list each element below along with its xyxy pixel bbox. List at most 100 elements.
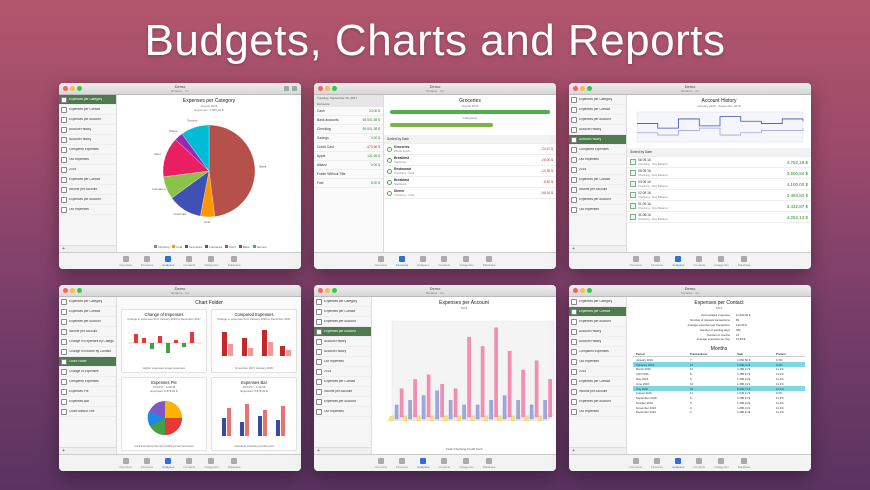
tab-categories[interactable]: Categories bbox=[459, 255, 474, 267]
zoom-button[interactable] bbox=[77, 288, 82, 293]
bar-checking-nov[interactable] bbox=[529, 404, 534, 420]
card-expenses-bar[interactable]: Expenses Bar 10/14/17 - 1/12/18 Expenses… bbox=[211, 377, 297, 451]
month-row[interactable]: May 2016 9 1.286,11 $ 11,1% bbox=[633, 377, 805, 382]
sidebar-item-income-per-account[interactable]: Income per Account bbox=[59, 185, 116, 195]
sidebar-item-2015[interactable]: 2015 bbox=[569, 367, 626, 377]
bar-credit-card-jun[interactable] bbox=[467, 336, 471, 418]
sidebar-item-expenses-bar[interactable]: Expenses Bar bbox=[59, 397, 116, 407]
tab-contacts[interactable]: Contacts bbox=[693, 255, 705, 267]
sidebar-item-account-history[interactable]: Account History bbox=[314, 347, 371, 357]
card-change-of-expenses[interactable]: Change of Expenses Change in expenses fr… bbox=[121, 309, 207, 373]
bar-cash-aug[interactable] bbox=[484, 416, 488, 422]
sidebar-item-change-of-expenses[interactable]: Change of Expenses bbox=[59, 367, 116, 377]
sidebar-item-2015[interactable]: 2015 bbox=[314, 367, 371, 377]
tab-categories[interactable]: Categories bbox=[204, 457, 219, 469]
tab-finances[interactable]: Finances bbox=[396, 457, 408, 469]
tab-overview[interactable]: Overview bbox=[629, 255, 642, 267]
tab-contacts[interactable]: Contacts bbox=[183, 255, 195, 267]
sidebar-item-income-per-account[interactable]: Income per Account bbox=[314, 387, 371, 397]
bar-checking-jan[interactable] bbox=[394, 404, 399, 420]
minimize-button[interactable] bbox=[70, 86, 75, 91]
sidebar-item-expenses-per-contact[interactable]: Expenses per Contact bbox=[59, 307, 116, 317]
close-button[interactable] bbox=[573, 288, 578, 293]
bar-cash-dec[interactable] bbox=[538, 416, 542, 422]
month-row[interactable]: April 2016 8 1.286,11 $ 11,1% bbox=[633, 372, 805, 377]
tab-analyses[interactable]: Analyses bbox=[672, 457, 684, 469]
bar-cash-jun[interactable] bbox=[457, 416, 461, 422]
sidebar-item-our-expenses[interactable]: Our expenses bbox=[569, 407, 626, 417]
minimize-button[interactable] bbox=[70, 288, 75, 293]
sidebar-item-account-history[interactable]: Account History bbox=[569, 337, 626, 347]
sidebar-item-our-expenses[interactable]: Our expenses bbox=[314, 357, 371, 367]
tab-finances[interactable]: Finances bbox=[141, 457, 153, 469]
account-row[interactable]: Folder Without Title bbox=[314, 170, 383, 179]
sidebar-item-account-history[interactable]: Account History bbox=[569, 125, 626, 135]
sidebar-item-account-history[interactable]: Account History bbox=[59, 125, 116, 135]
column-header[interactable]: Sum bbox=[734, 351, 773, 358]
zoom-button[interactable] bbox=[332, 288, 337, 293]
sidebar-item-expenses-per-contact[interactable]: Expenses per Contact bbox=[59, 175, 116, 185]
month-row[interactable]: October 2016 6 1.286,11 $ 11,1% bbox=[633, 401, 805, 406]
tab-database[interactable]: Database bbox=[738, 255, 751, 267]
status-circle-icon[interactable] bbox=[387, 168, 392, 174]
history-row[interactable]: 03.09.16 Checking - Day Balance 4.100,00 $ bbox=[627, 179, 811, 190]
column-header[interactable]: Portion bbox=[773, 351, 805, 358]
sidebar-item-income-per-account[interactable]: Income per Account bbox=[569, 387, 626, 397]
sidebar-item-expenses-per-account[interactable]: Expenses per Account bbox=[569, 115, 626, 125]
minimize-button[interactable] bbox=[325, 86, 330, 91]
bar-cash-apr[interactable] bbox=[430, 416, 434, 422]
tab-database[interactable]: Database bbox=[228, 255, 241, 267]
month-row[interactable]: June 2016 10 1.286,11 $ 11,1% bbox=[633, 381, 805, 386]
sidebar-item-income-per-account[interactable]: Income per Account bbox=[59, 327, 116, 337]
sidebar-item-account-history[interactable]: Account History bbox=[59, 135, 116, 145]
status-circle-icon[interactable] bbox=[387, 146, 392, 152]
sidebar-item-account-history[interactable]: Account History bbox=[569, 327, 626, 337]
tab-database[interactable]: Database bbox=[228, 457, 241, 469]
bar-checking-jun[interactable] bbox=[462, 404, 466, 420]
close-button[interactable] bbox=[63, 288, 68, 293]
tab-finances[interactable]: Finances bbox=[651, 255, 663, 267]
bar-checking-apr[interactable] bbox=[435, 390, 439, 420]
sidebar-item-compared-expenses[interactable]: Compared Expenses bbox=[59, 145, 116, 155]
sidebar-item-expenses-per-account[interactable]: Expenses per Account bbox=[314, 317, 371, 327]
bar-checking-may[interactable] bbox=[448, 400, 453, 420]
account-row[interactable]: Bank accounts 69,501,98 $ bbox=[314, 116, 383, 125]
sort-header[interactable]: Sorted by Date bbox=[384, 135, 556, 144]
history-row[interactable]: 05.09.16 Checking - Day Balance 3.500,84 $ bbox=[627, 168, 811, 179]
sidebar-item-expenses-per-contact[interactable]: Expenses per Contact bbox=[314, 307, 371, 317]
sidebar-item-expenses-per-category[interactable]: Expenses per Category bbox=[314, 297, 371, 307]
bar-credit-card-feb[interactable] bbox=[413, 379, 417, 418]
bar-credit-card-jul[interactable] bbox=[480, 346, 485, 418]
tab-finances[interactable]: Finances bbox=[651, 457, 663, 469]
add-icon[interactable]: + bbox=[572, 246, 575, 252]
pie-slice-service[interactable] bbox=[181, 124, 210, 172]
sync-icon[interactable] bbox=[284, 86, 289, 91]
sidebar-item-expenses-per-contact[interactable]: Expenses per Contact bbox=[569, 377, 626, 387]
tab-database[interactable]: Database bbox=[738, 457, 751, 469]
column-header[interactable]: Transactions bbox=[687, 351, 735, 358]
month-row[interactable]: March 2016 10 1.286,11 $ 11,1% bbox=[633, 367, 805, 372]
sidebar-item-2015[interactable]: 2015 bbox=[59, 165, 116, 175]
sidebar-item-expenses-per-category[interactable]: Expenses per Category bbox=[569, 95, 626, 105]
sidebar-item-expenses-per-contact[interactable]: Expenses per Contact bbox=[569, 307, 626, 317]
sidebar-item-expenses-per-account[interactable]: Expenses per Account bbox=[569, 317, 626, 327]
bar-checking-jul[interactable] bbox=[475, 404, 480, 420]
sidebar-item-change-in-expenses-by-category[interactable]: Change in Expenses by Category bbox=[59, 337, 116, 347]
transaction-row[interactable]: Breakfast Starbucks -26,00 $ bbox=[384, 155, 556, 166]
sidebar-item-expenses-per-category[interactable]: Expenses per Category bbox=[59, 95, 116, 105]
sidebar-item-compared-expenses[interactable]: Compared Expenses bbox=[59, 377, 116, 387]
bar-cash-may[interactable] bbox=[443, 416, 448, 422]
sidebar-item-expenses-per-account[interactable]: Expenses per Account bbox=[569, 195, 626, 205]
sidebar-item-chart-folder[interactable]: Chart Folder bbox=[59, 357, 116, 367]
sidebar-item-income-per-account[interactable]: Income per Account bbox=[569, 185, 626, 195]
tab-categories[interactable]: Categories bbox=[459, 457, 474, 469]
zoom-button[interactable] bbox=[587, 288, 592, 293]
tab-overview[interactable]: Overview bbox=[119, 255, 132, 267]
account-row[interactable]: Credit Card -473,50 $ bbox=[314, 143, 383, 152]
account-row[interactable]: Apple 131,69 $ bbox=[314, 152, 383, 161]
sidebar-item-our-expenses[interactable]: Our expenses bbox=[569, 357, 626, 367]
sidebar-item-expenses-per-category[interactable]: Expenses per Category bbox=[59, 297, 116, 307]
column-header[interactable]: Period bbox=[633, 351, 687, 358]
tab-categories[interactable]: Categories bbox=[714, 457, 729, 469]
tab-analyses[interactable]: Analyses bbox=[417, 457, 429, 469]
